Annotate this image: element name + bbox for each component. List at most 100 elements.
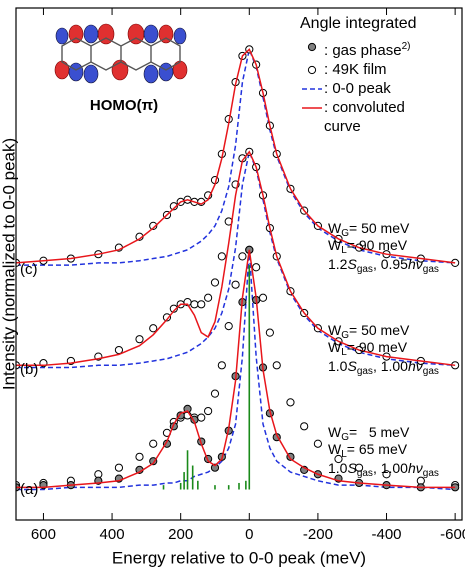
y-axis-label: Intensity (normalized to 0-0 peak) bbox=[0, 138, 18, 390]
legend-label: : gas phase bbox=[324, 42, 402, 59]
legend-marker-box bbox=[302, 88, 322, 90]
param-symbol: hν bbox=[407, 358, 423, 374]
molecule-label: HOMO(π) bbox=[90, 97, 158, 114]
param-line: WL= 90 meV bbox=[328, 339, 439, 358]
gas-point bbox=[210, 463, 220, 472]
convoluted-curve bbox=[16, 150, 456, 367]
param-text: 1.0 bbox=[328, 460, 348, 476]
legend-text: : gas phase2) bbox=[324, 37, 436, 60]
param-subscript: gas bbox=[422, 468, 439, 479]
convoluted-curve bbox=[16, 48, 456, 264]
legend-marker bbox=[307, 65, 317, 75]
param-text: = 65 meV bbox=[346, 441, 408, 457]
x-tick-label: 400 bbox=[100, 526, 125, 543]
film-point bbox=[135, 452, 144, 461]
plot-frame bbox=[15, 7, 463, 521]
film-point bbox=[162, 313, 172, 322]
param-symbol: S bbox=[347, 256, 357, 272]
param-text: = 90 meV bbox=[346, 339, 408, 355]
param-subscript: gas bbox=[356, 468, 373, 479]
film-point bbox=[272, 361, 281, 370]
legend: Angle integrated : gas phase2): 49K film… bbox=[296, 14, 462, 136]
film-point bbox=[217, 361, 226, 370]
param-text: W bbox=[328, 339, 342, 355]
film-point bbox=[238, 252, 247, 261]
param-text: W bbox=[328, 424, 342, 440]
param-text: = 50 meV bbox=[349, 322, 410, 338]
legend-marker-box bbox=[302, 107, 322, 109]
param-line: WL= 90 meV bbox=[328, 237, 439, 256]
legend-entry: : 0-0 peak bbox=[296, 79, 462, 98]
param-symbol: hν bbox=[407, 256, 423, 272]
param-subscript: L bbox=[341, 449, 347, 460]
param-line: WL= 65 meV bbox=[328, 441, 439, 460]
film-point bbox=[169, 304, 178, 313]
legend-label: : convoluted curve bbox=[324, 99, 405, 135]
param-subscript: gas bbox=[422, 366, 439, 377]
film-point bbox=[149, 439, 158, 448]
param-line: 1.0Sgas, 1.00hνgas bbox=[328, 460, 439, 479]
param-text: = 50 meV bbox=[349, 220, 410, 236]
param-subscript: L bbox=[341, 245, 347, 256]
param-line: 1.0Sgas, 1.00hνgas bbox=[328, 358, 439, 377]
legend-text: : 0-0 peak bbox=[324, 79, 436, 98]
param-symbol: hν bbox=[407, 460, 423, 476]
param-symbol: S bbox=[347, 358, 357, 374]
param-subscript: gas bbox=[356, 366, 373, 377]
film-point bbox=[334, 454, 343, 464]
panel-label: (c) bbox=[20, 261, 38, 278]
param-subscript: L bbox=[341, 347, 347, 358]
plot-data bbox=[16, 45, 460, 492]
param-line: WG= 5 meV bbox=[328, 424, 439, 443]
film-point bbox=[265, 328, 274, 337]
x-axis-label: Energy relative to 0-0 peak (meV) bbox=[112, 548, 366, 567]
param-text: 1.0 bbox=[328, 358, 348, 374]
panel-label: (b) bbox=[20, 361, 39, 378]
x-tick-label: -400 bbox=[372, 526, 402, 543]
panel-params: WG= 50 meV WL= 90 meV 1.0Sgas, 1.00hνgas bbox=[328, 322, 439, 377]
param-text: W bbox=[328, 322, 342, 338]
gas-point bbox=[183, 404, 192, 413]
legend-label: : 49K film bbox=[324, 61, 387, 78]
film-point bbox=[169, 202, 178, 211]
film-point bbox=[217, 252, 226, 261]
film-point bbox=[135, 335, 144, 344]
x-tick-label: 0 bbox=[245, 526, 253, 543]
legend-entry: : gas phase2) bbox=[296, 37, 462, 60]
legend-label: : 0-0 peak bbox=[324, 80, 391, 97]
param-subscript: G bbox=[341, 330, 349, 341]
film-point bbox=[354, 463, 364, 472]
panel-params: WG= 5 meV WL= 65 meV 1.0Sgas, 1.00hνgas bbox=[328, 424, 439, 479]
film-point bbox=[114, 463, 124, 472]
panel-params: WG= 50 meV WL= 90 meV 1.2Sgas, 0.95hνgas bbox=[328, 220, 439, 275]
convoluted-curve bbox=[16, 249, 456, 489]
param-text: , 1.00 bbox=[372, 358, 408, 374]
film-point bbox=[197, 300, 206, 309]
panel-label: (a) bbox=[20, 481, 39, 498]
param-subscript: gas bbox=[356, 264, 373, 275]
param-subscript: G bbox=[341, 432, 349, 443]
legend-entry: : 49K film bbox=[296, 60, 462, 79]
param-subscript: gas bbox=[422, 264, 439, 275]
film-point bbox=[204, 406, 213, 416]
x-tick-label: -200 bbox=[303, 526, 333, 543]
x-tick-label: 200 bbox=[168, 526, 193, 543]
film-point bbox=[286, 398, 295, 407]
param-line: 1.2Sgas, 0.95hνgas bbox=[328, 256, 439, 275]
param-text: W bbox=[328, 220, 342, 236]
param-text: , 0.95 bbox=[372, 256, 408, 272]
legend-marker-box bbox=[307, 65, 317, 75]
param-text: W bbox=[328, 237, 342, 253]
param-line: WG= 50 meV bbox=[328, 220, 439, 239]
film-point bbox=[252, 263, 261, 272]
legend-superscript: 2) bbox=[401, 41, 411, 52]
param-text: = 90 meV bbox=[346, 237, 408, 253]
molecule-diagram bbox=[54, 23, 188, 84]
legend-text: : convoluted curve bbox=[324, 98, 436, 136]
param-subscript: G bbox=[341, 228, 349, 239]
param-symbol: S bbox=[347, 460, 357, 476]
film-point bbox=[300, 422, 309, 431]
param-text: 1.2 bbox=[328, 256, 348, 272]
